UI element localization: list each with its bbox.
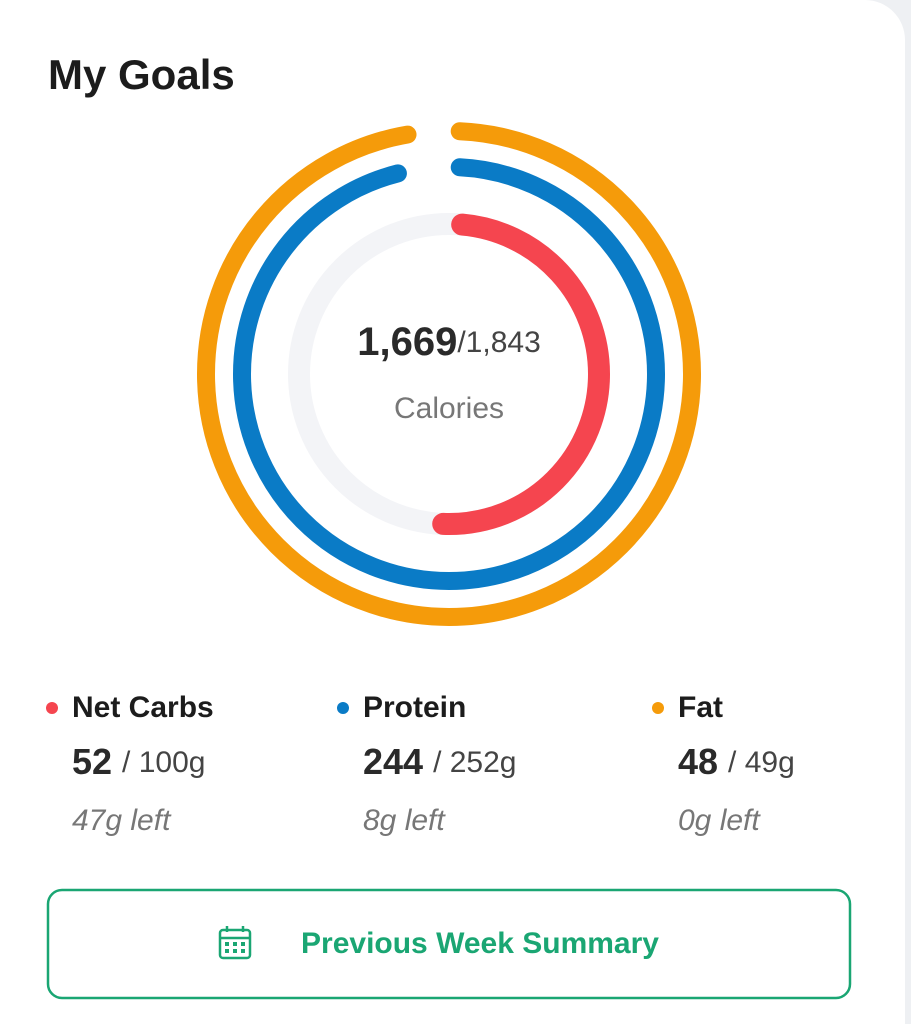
macro-amount: 52 / 100g (72, 741, 205, 782)
macro-ring (233, 158, 665, 590)
macro-name: Protein (363, 691, 466, 724)
macro-amount: 244 / 252g (363, 741, 517, 782)
calorie-amount: 1,669/1,843 (357, 320, 541, 364)
macro-ring (288, 213, 610, 535)
macro-left: 8g left (363, 804, 446, 837)
macro-value: 52 (72, 741, 112, 782)
macro-left: 47g left (72, 804, 172, 837)
legend-dot (46, 702, 58, 714)
macro-goal: / 252g (433, 746, 516, 779)
macro-ring (197, 122, 701, 626)
title: My Goals (48, 51, 235, 98)
macro-value: 48 (678, 741, 718, 782)
summary-button-label[interactable]: Previous Week Summary (301, 927, 659, 960)
calendar-icon (218, 926, 252, 960)
calorie-goal: /1,843 (457, 326, 540, 359)
macro-goal: / 100g (122, 746, 205, 779)
macro-name: Net Carbs (72, 691, 214, 724)
macro-goal: / 49g (728, 746, 795, 779)
summary-button[interactable] (46, 888, 852, 1000)
calorie-consumed: 1,669 (357, 320, 457, 364)
macro-name: Fat (678, 691, 723, 724)
macro-left: 0g left (678, 804, 761, 837)
macro-value: 244 (363, 741, 423, 782)
legend-dot (337, 702, 349, 714)
legend: Net Carbs 52 / 100g 47g left Protein 244 / 252… (46, 691, 795, 837)
calorie-label: Calories (394, 392, 504, 425)
macro-amount: 48 / 49g (678, 741, 795, 782)
rings (197, 122, 701, 626)
legend-dot (652, 702, 664, 714)
